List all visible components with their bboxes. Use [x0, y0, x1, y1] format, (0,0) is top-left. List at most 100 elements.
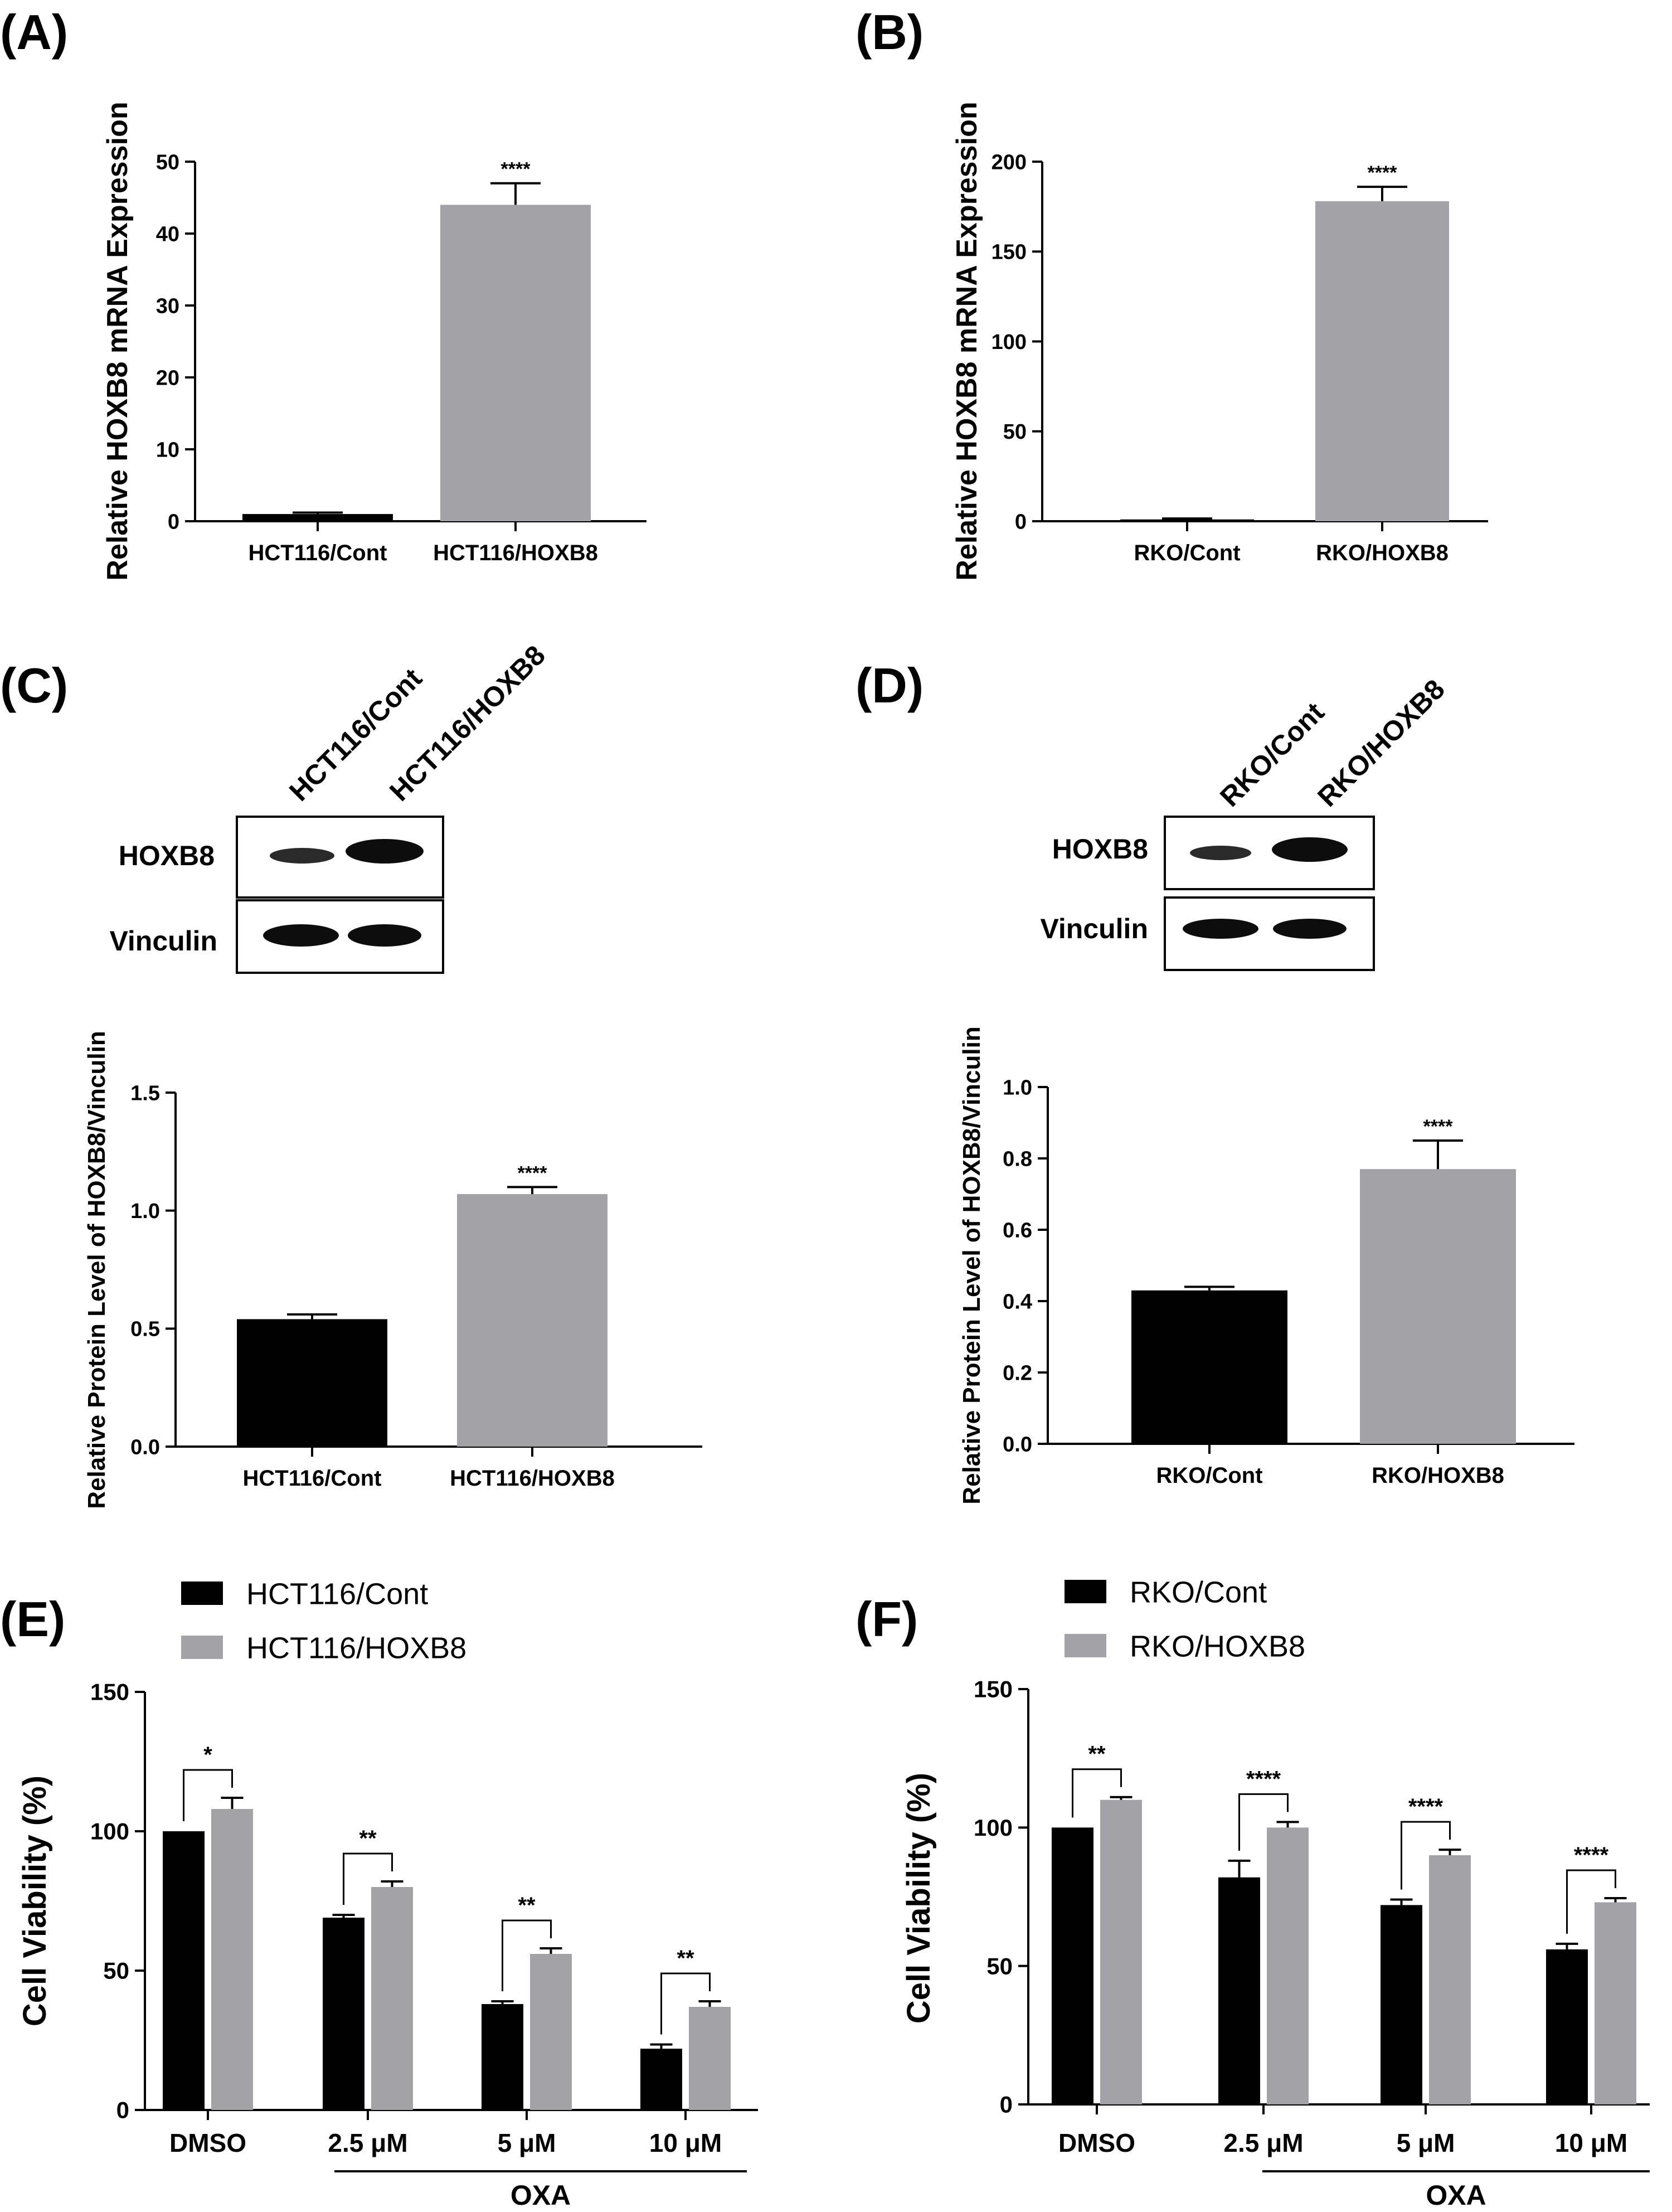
blot-c-band	[263, 924, 339, 947]
chart-e: 0 50 100 150 Cell Viability (%) * DMSO ** 2.5 μM…	[17, 1577, 758, 2211]
chart-f: 0 50 100 150 Cell Viability (%) ** DMSO **** 2.5…	[901, 1575, 1650, 2211]
x-tick-label: HCT116/Cont	[249, 541, 387, 565]
chart-d: 0.0 0.2 0.4 0.6 0.8 1.0 Relative Protein Level…	[958, 1026, 1574, 1505]
bar	[1131, 1290, 1287, 1444]
y-tick-label: 0.8	[1003, 1147, 1032, 1171]
western-blot-d: RKO/Cont RKO/HOXB8 HOXB8 Vinculin	[1040, 673, 1451, 971]
y-tick-label: 200	[991, 151, 1027, 174]
bar	[1218, 1877, 1260, 2104]
blot-c-lane-label: HCT116/HOXB8	[383, 639, 551, 807]
bar	[457, 1194, 607, 1447]
bar	[1315, 201, 1449, 521]
significance-label: **	[1088, 1742, 1106, 1767]
blot-c-band	[346, 839, 424, 864]
x-tick-label: HCT116/Cont	[243, 1466, 382, 1491]
y-tick-label: 40	[156, 222, 179, 246]
bar	[1360, 1169, 1516, 1444]
significance-bracket	[1401, 1821, 1451, 1890]
y-tick-label: 0.0	[130, 1435, 160, 1459]
y-tick-label: 50	[103, 1958, 129, 1984]
x-tick-label: 2.5 μM	[328, 2128, 407, 2157]
significance-bracket	[502, 1919, 552, 1991]
y-tick-label: 50	[156, 151, 179, 174]
x-tick-label: HCT116/HOXB8	[433, 541, 598, 565]
y-tick-label: 0.6	[1003, 1219, 1032, 1242]
y-tick-label: 100	[991, 331, 1027, 354]
significance-label: ****	[1408, 1794, 1443, 1819]
y-tick-label: 50	[986, 1953, 1013, 1979]
bar	[1120, 519, 1254, 521]
y-tick-label: 0.4	[1003, 1290, 1032, 1313]
panel-label-d: (D)	[856, 658, 924, 713]
y-axis-label: Cell Viability (%)	[17, 1776, 53, 2026]
y-tick-label: 0.5	[130, 1318, 160, 1341]
significance-label: ****	[501, 159, 531, 180]
group-label: OXA	[1426, 2180, 1486, 2211]
blot-d-band	[1183, 919, 1258, 939]
significance-bracket	[1238, 1793, 1289, 1851]
significance-label: **	[359, 1826, 377, 1851]
legend: HCT116/Cont HCT116/HOXB8	[181, 1577, 466, 1665]
panel-label-e: (E)	[0, 1592, 65, 1647]
legend-swatch	[1065, 1580, 1106, 1603]
legend-label: RKO/HOXB8	[1130, 1629, 1305, 1663]
y-tick-label: 0	[1000, 2092, 1013, 2118]
legend-swatch	[181, 1636, 223, 1659]
bar	[323, 1918, 364, 2110]
blot-c-row-label: HOXB8	[119, 840, 215, 871]
x-tick-label: 10 μM	[649, 2128, 722, 2157]
bar	[371, 1887, 413, 2110]
bar	[440, 205, 591, 521]
bar	[1267, 1827, 1309, 2104]
x-tick-label: 2.5 μM	[1223, 2128, 1303, 2157]
legend-label: RKO/Cont	[1130, 1575, 1267, 1609]
blot-d-row-label: Vinculin	[1040, 913, 1148, 944]
bar	[1381, 1905, 1422, 2104]
y-axis-label: Relative HOXB8 mRNA Expression	[101, 101, 134, 580]
bar	[530, 1954, 572, 2110]
significance-label: **	[518, 1893, 536, 1918]
significance-bracket	[1072, 1768, 1122, 1818]
legend: RKO/Cont RKO/HOXB8	[1065, 1575, 1305, 1663]
y-tick-label: 150	[991, 241, 1027, 264]
bar	[1100, 1799, 1142, 2104]
significance-bracket	[343, 1852, 393, 1905]
significance-label: ****	[1368, 162, 1398, 183]
blot-d-band	[1272, 837, 1348, 862]
significance-bracket	[183, 1769, 233, 1821]
y-tick-label: 100	[974, 1815, 1013, 1841]
y-tick-label: 0	[168, 510, 179, 533]
blot-d-row-label: HOXB8	[1052, 833, 1148, 865]
x-tick-label: HCT116/HOXB8	[450, 1466, 615, 1491]
bar	[1546, 1949, 1588, 2104]
significance-label: *	[203, 1743, 212, 1767]
y-tick-label: 1.0	[130, 1200, 160, 1223]
legend-swatch	[181, 1582, 223, 1605]
chart-a: 0 10 20 30 40 50 Relative HOXB8 mRNA Expressio…	[101, 101, 647, 581]
bar	[237, 1319, 387, 1447]
bar	[1429, 1855, 1471, 2104]
legend-label: HCT116/Cont	[246, 1577, 428, 1611]
y-tick-label: 1.5	[130, 1081, 160, 1105]
significance-label: ****	[518, 1162, 548, 1183]
x-tick-label: 5 μM	[498, 2128, 556, 2157]
x-tick-label: 10 μM	[1555, 2128, 1627, 2157]
y-tick-label: 20	[156, 366, 179, 390]
x-tick-label: RKO/Cont	[1134, 541, 1240, 565]
y-tick-label: 150	[90, 1679, 129, 1705]
panel-label-b: (B)	[856, 4, 924, 60]
blot-d-band	[1273, 919, 1347, 939]
western-blot-c: HCT116/Cont HCT116/HOXB8 HOXB8 Vinculin	[109, 639, 551, 974]
charts-layer: 0 10 20 30 40 50 Relative HOXB8 mRNA Expressio…	[17, 101, 1650, 2211]
bar	[1595, 1902, 1636, 2104]
y-tick-label: 0	[116, 2097, 129, 2123]
y-tick-label: 0.2	[1003, 1361, 1032, 1385]
panel-label-f: (F)	[856, 1592, 918, 1647]
significance-bracket	[1566, 1869, 1616, 1934]
y-axis-label: Relative Protein Level of HOXB8/Vinculin	[958, 1026, 985, 1504]
legend-swatch	[1065, 1634, 1106, 1657]
significance-label: **	[677, 1946, 694, 1971]
blot-d-lane-label: RKO/HOXB8	[1311, 673, 1451, 813]
y-tick-label: 1.0	[1003, 1076, 1032, 1099]
y-tick-label: 0	[1015, 510, 1027, 533]
